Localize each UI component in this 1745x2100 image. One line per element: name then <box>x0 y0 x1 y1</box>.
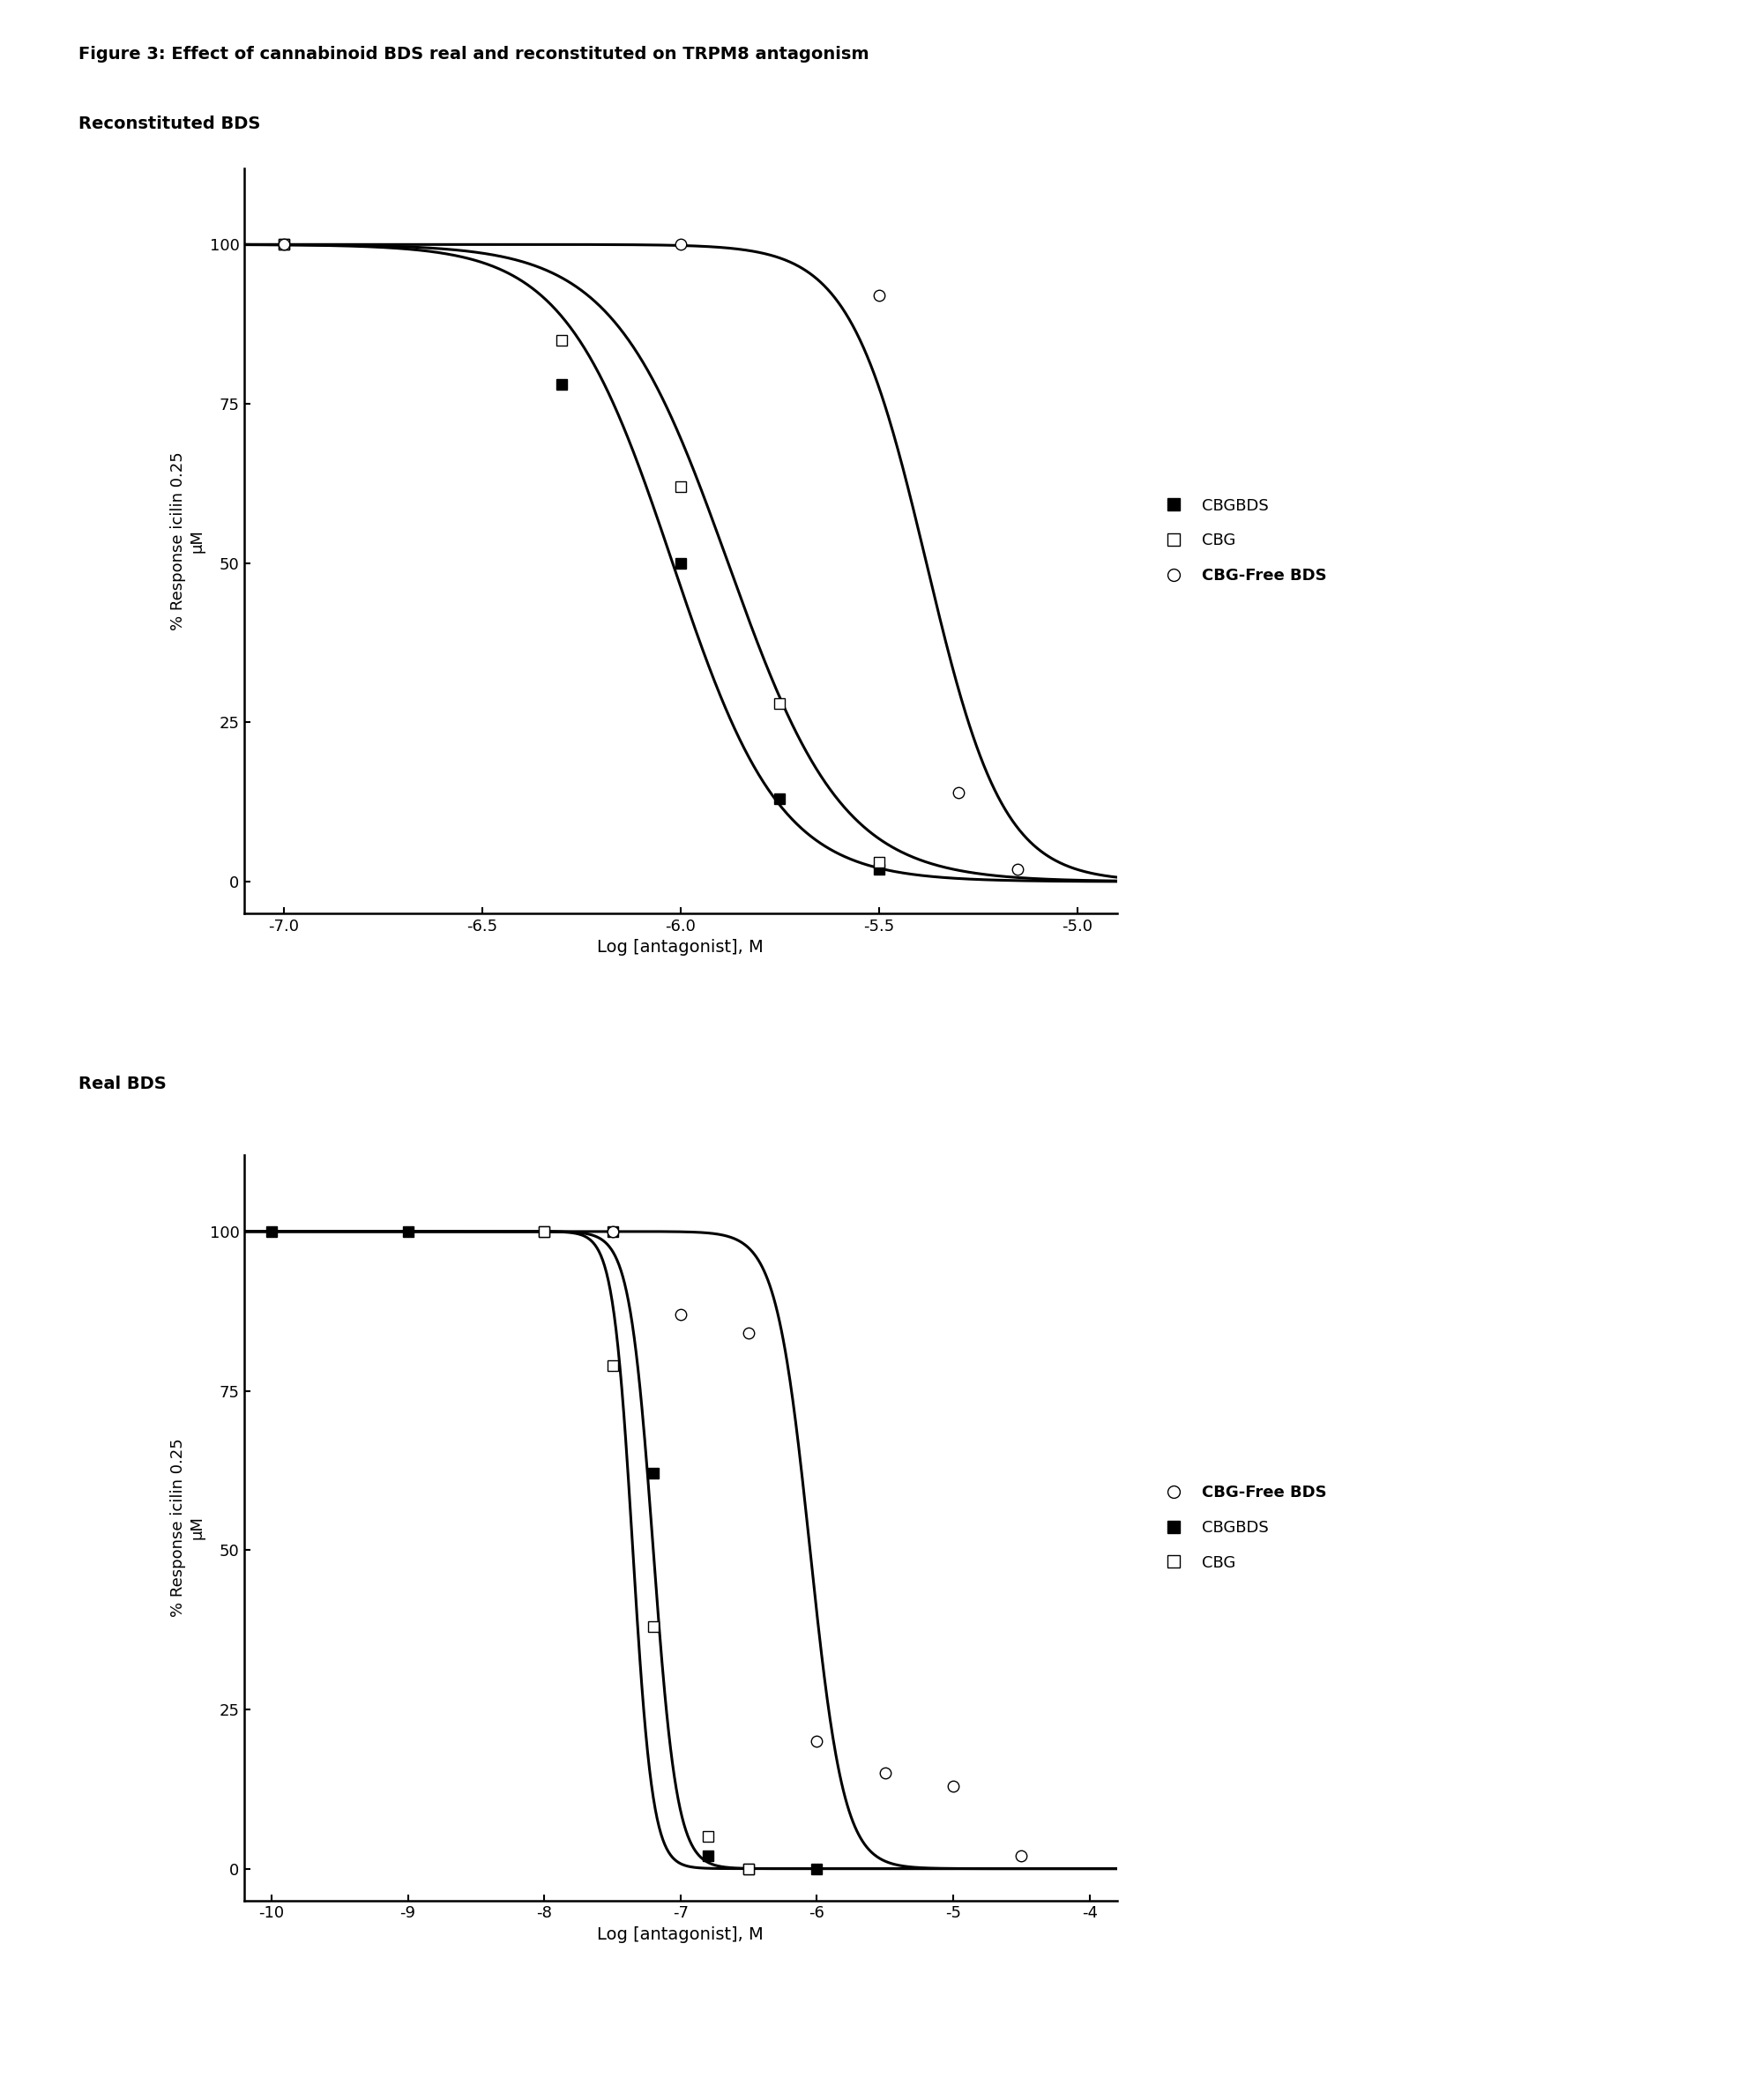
X-axis label: Log [antagonist], M: Log [antagonist], M <box>597 1926 764 1942</box>
Text: Real BDS: Real BDS <box>79 1075 166 1092</box>
X-axis label: Log [antagonist], M: Log [antagonist], M <box>597 939 764 956</box>
Y-axis label: % Response icilin 0.25
μM: % Response icilin 0.25 μM <box>171 452 204 630</box>
Legend: CBG-Free BDS, CBGBDS, CBG: CBG-Free BDS, CBGBDS, CBG <box>1152 1478 1333 1577</box>
Legend: CBGBDS, CBG, CBG-Free BDS: CBGBDS, CBG, CBG-Free BDS <box>1152 491 1333 590</box>
Text: Figure 3: Effect of cannabinoid BDS real and reconstituted on TRPM8 antagonism: Figure 3: Effect of cannabinoid BDS real… <box>79 46 869 63</box>
Text: Reconstituted BDS: Reconstituted BDS <box>79 115 260 132</box>
Y-axis label: % Response icilin 0.25
μM: % Response icilin 0.25 μM <box>171 1438 204 1617</box>
